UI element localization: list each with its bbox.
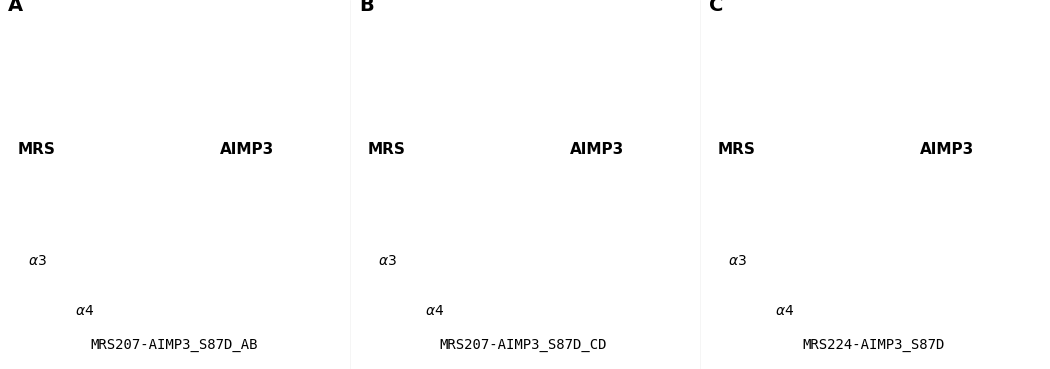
Text: MRS: MRS (368, 141, 406, 156)
Text: B: B (359, 0, 374, 15)
Text: AIMP3: AIMP3 (920, 141, 974, 156)
Text: $\alpha$3: $\alpha$3 (28, 254, 47, 268)
Text: $\alpha$3: $\alpha$3 (728, 254, 747, 268)
Text: MRS: MRS (718, 141, 756, 156)
Text: MRS224-AIMP3_S87D: MRS224-AIMP3_S87D (802, 338, 945, 352)
Text: MRS207-AIMP3_S87D_AB: MRS207-AIMP3_S87D_AB (90, 338, 258, 352)
Text: $\alpha$3: $\alpha$3 (378, 254, 397, 268)
Text: AIMP3: AIMP3 (570, 141, 625, 156)
Text: MRS: MRS (18, 141, 56, 156)
Text: A: A (8, 0, 23, 15)
Text: C: C (709, 0, 723, 15)
Text: AIMP3: AIMP3 (220, 141, 274, 156)
Text: $\alpha$4: $\alpha$4 (425, 304, 444, 318)
Text: $\alpha$4: $\alpha$4 (775, 304, 794, 318)
Text: MRS207-AIMP3_S87D_CD: MRS207-AIMP3_S87D_CD (439, 338, 607, 352)
Text: $\alpha$4: $\alpha$4 (75, 304, 94, 318)
